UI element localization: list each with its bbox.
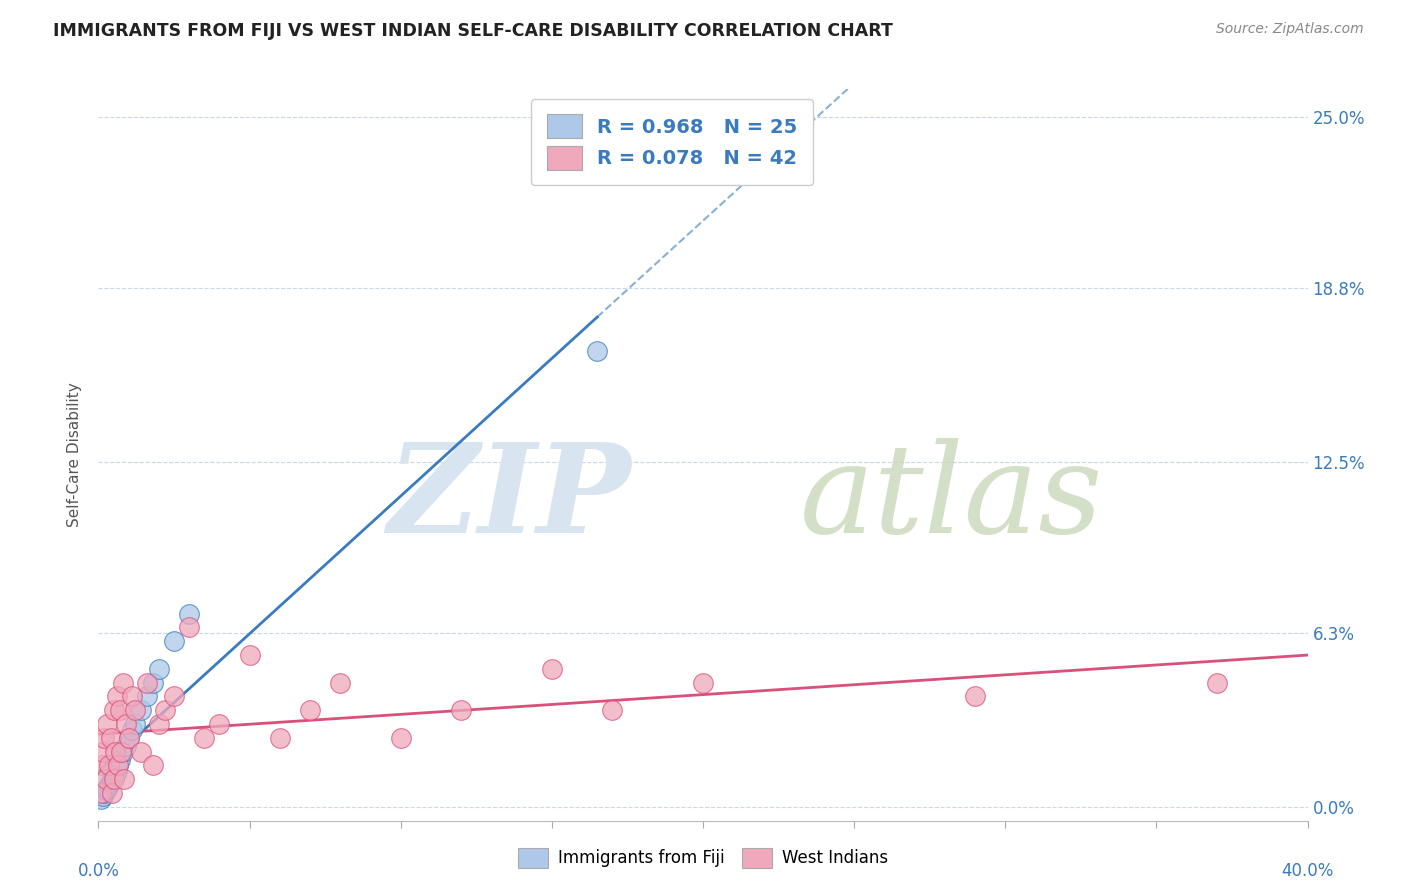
Point [142,675,165,690]
Point [90,758,112,772]
Point [105,690,128,704]
Point [450,703,472,717]
Point [193,731,215,745]
Point [94,772,117,787]
Point [269,731,291,745]
Point [148,717,170,731]
Point [121,723,143,737]
Point [121,690,143,704]
Point [108,753,131,767]
Point [114,717,136,731]
Point [91,745,114,759]
Point [602,703,624,717]
Point [129,745,152,759]
Point [112,772,135,787]
Point [965,690,987,704]
Point [179,620,201,634]
Point [100,775,122,789]
Point [135,675,157,690]
Point [148,662,170,676]
Point [96,780,118,795]
Point [98,758,121,772]
Point [586,344,609,359]
Point [107,758,129,772]
Point [103,772,125,787]
Point [93,731,115,745]
Point [124,703,146,717]
Point [101,772,124,787]
Point [118,731,141,745]
Point [389,731,412,745]
Point [105,764,128,778]
Point [153,703,176,717]
Point [540,662,562,676]
Point [93,786,115,800]
Text: 40.0%: 40.0% [1281,862,1334,880]
Legend: Immigrants from Fiji, West Indians: Immigrants from Fiji, West Indians [512,841,894,875]
Point [1206,675,1229,690]
Point [118,731,141,745]
Point [110,745,132,759]
Point [299,703,322,717]
Text: 0.0%: 0.0% [77,862,120,880]
Point [90,791,112,805]
Point [179,607,201,621]
Point [135,690,157,704]
Point [104,766,127,780]
Point [163,690,186,704]
Point [329,675,352,690]
Y-axis label: Self-Care Disability: Self-Care Disability [67,383,83,527]
Point [111,745,134,759]
Point [142,758,165,772]
Point [114,739,136,753]
Point [108,703,131,717]
Point [107,758,129,772]
Point [111,675,134,690]
Point [103,703,125,717]
Legend: R = 0.968   N = 25, R = 0.078   N = 42: R = 0.968 N = 25, R = 0.078 N = 42 [531,99,813,186]
Point [91,789,114,803]
Text: ZIP: ZIP [387,438,630,559]
Point [103,769,125,783]
Text: IMMIGRANTS FROM FIJI VS WEST INDIAN SELF-CARE DISABILITY CORRELATION CHART: IMMIGRANTS FROM FIJI VS WEST INDIAN SELF… [53,22,893,40]
Point [98,778,121,792]
Point [94,783,117,797]
Point [96,717,118,731]
Point [100,731,122,745]
Point [124,717,146,731]
Point [90,786,112,800]
Point [101,786,124,800]
Point [163,634,186,648]
Point [104,745,127,759]
Text: Source: ZipAtlas.com: Source: ZipAtlas.com [1216,22,1364,37]
Point [208,717,231,731]
Point [692,675,714,690]
Point [129,703,152,717]
Point [239,648,262,662]
Text: atlas: atlas [800,438,1104,559]
